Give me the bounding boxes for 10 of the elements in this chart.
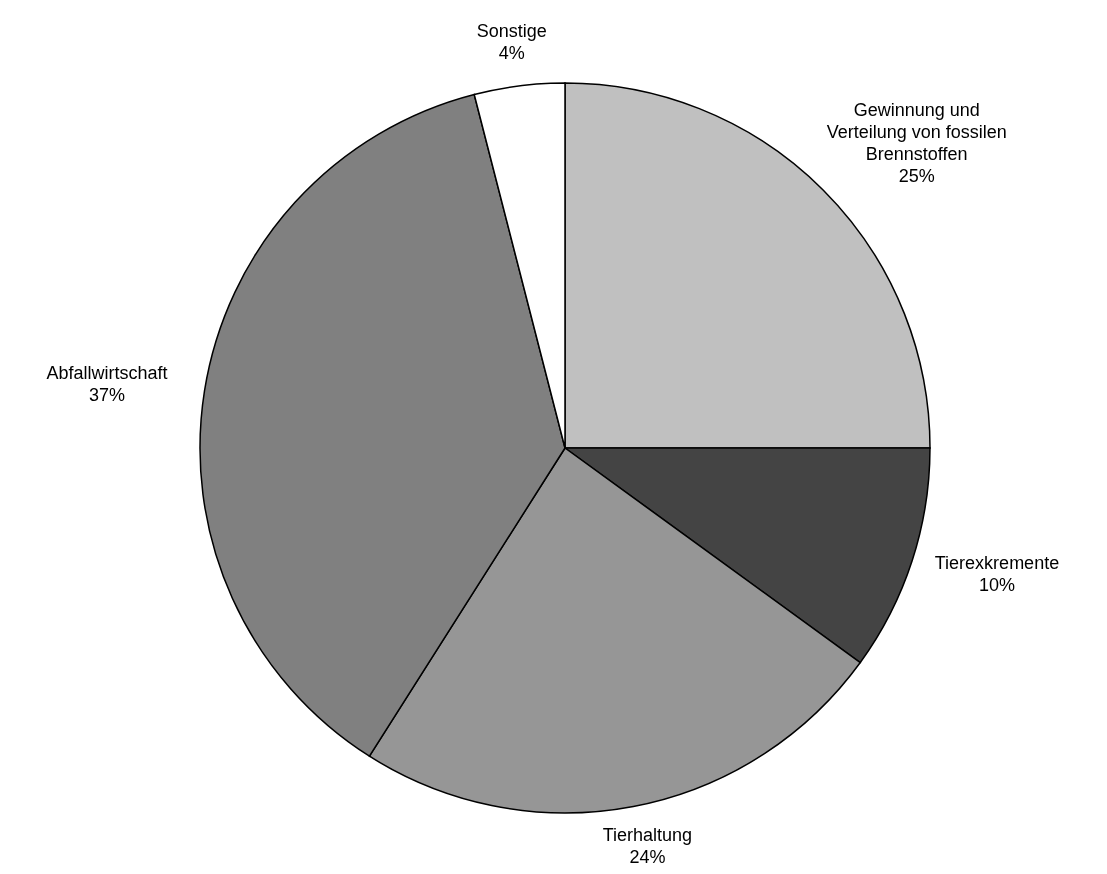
slice-label: Tierhaltung [602,824,693,845]
data-label: 4% [498,43,525,64]
data-label: 37% [88,385,125,406]
data-label: 25% [898,166,935,187]
slice-label: Gewinnung und Verteilung von fossilen Brennstoffen [826,100,1007,165]
slice-label: Tierexkremente [934,553,1060,574]
slice-label: Abfallwirtschaft [46,363,168,384]
data-label: 24% [629,846,666,867]
data-label: 10% [978,575,1015,596]
slice-label: Sonstige [476,21,547,42]
